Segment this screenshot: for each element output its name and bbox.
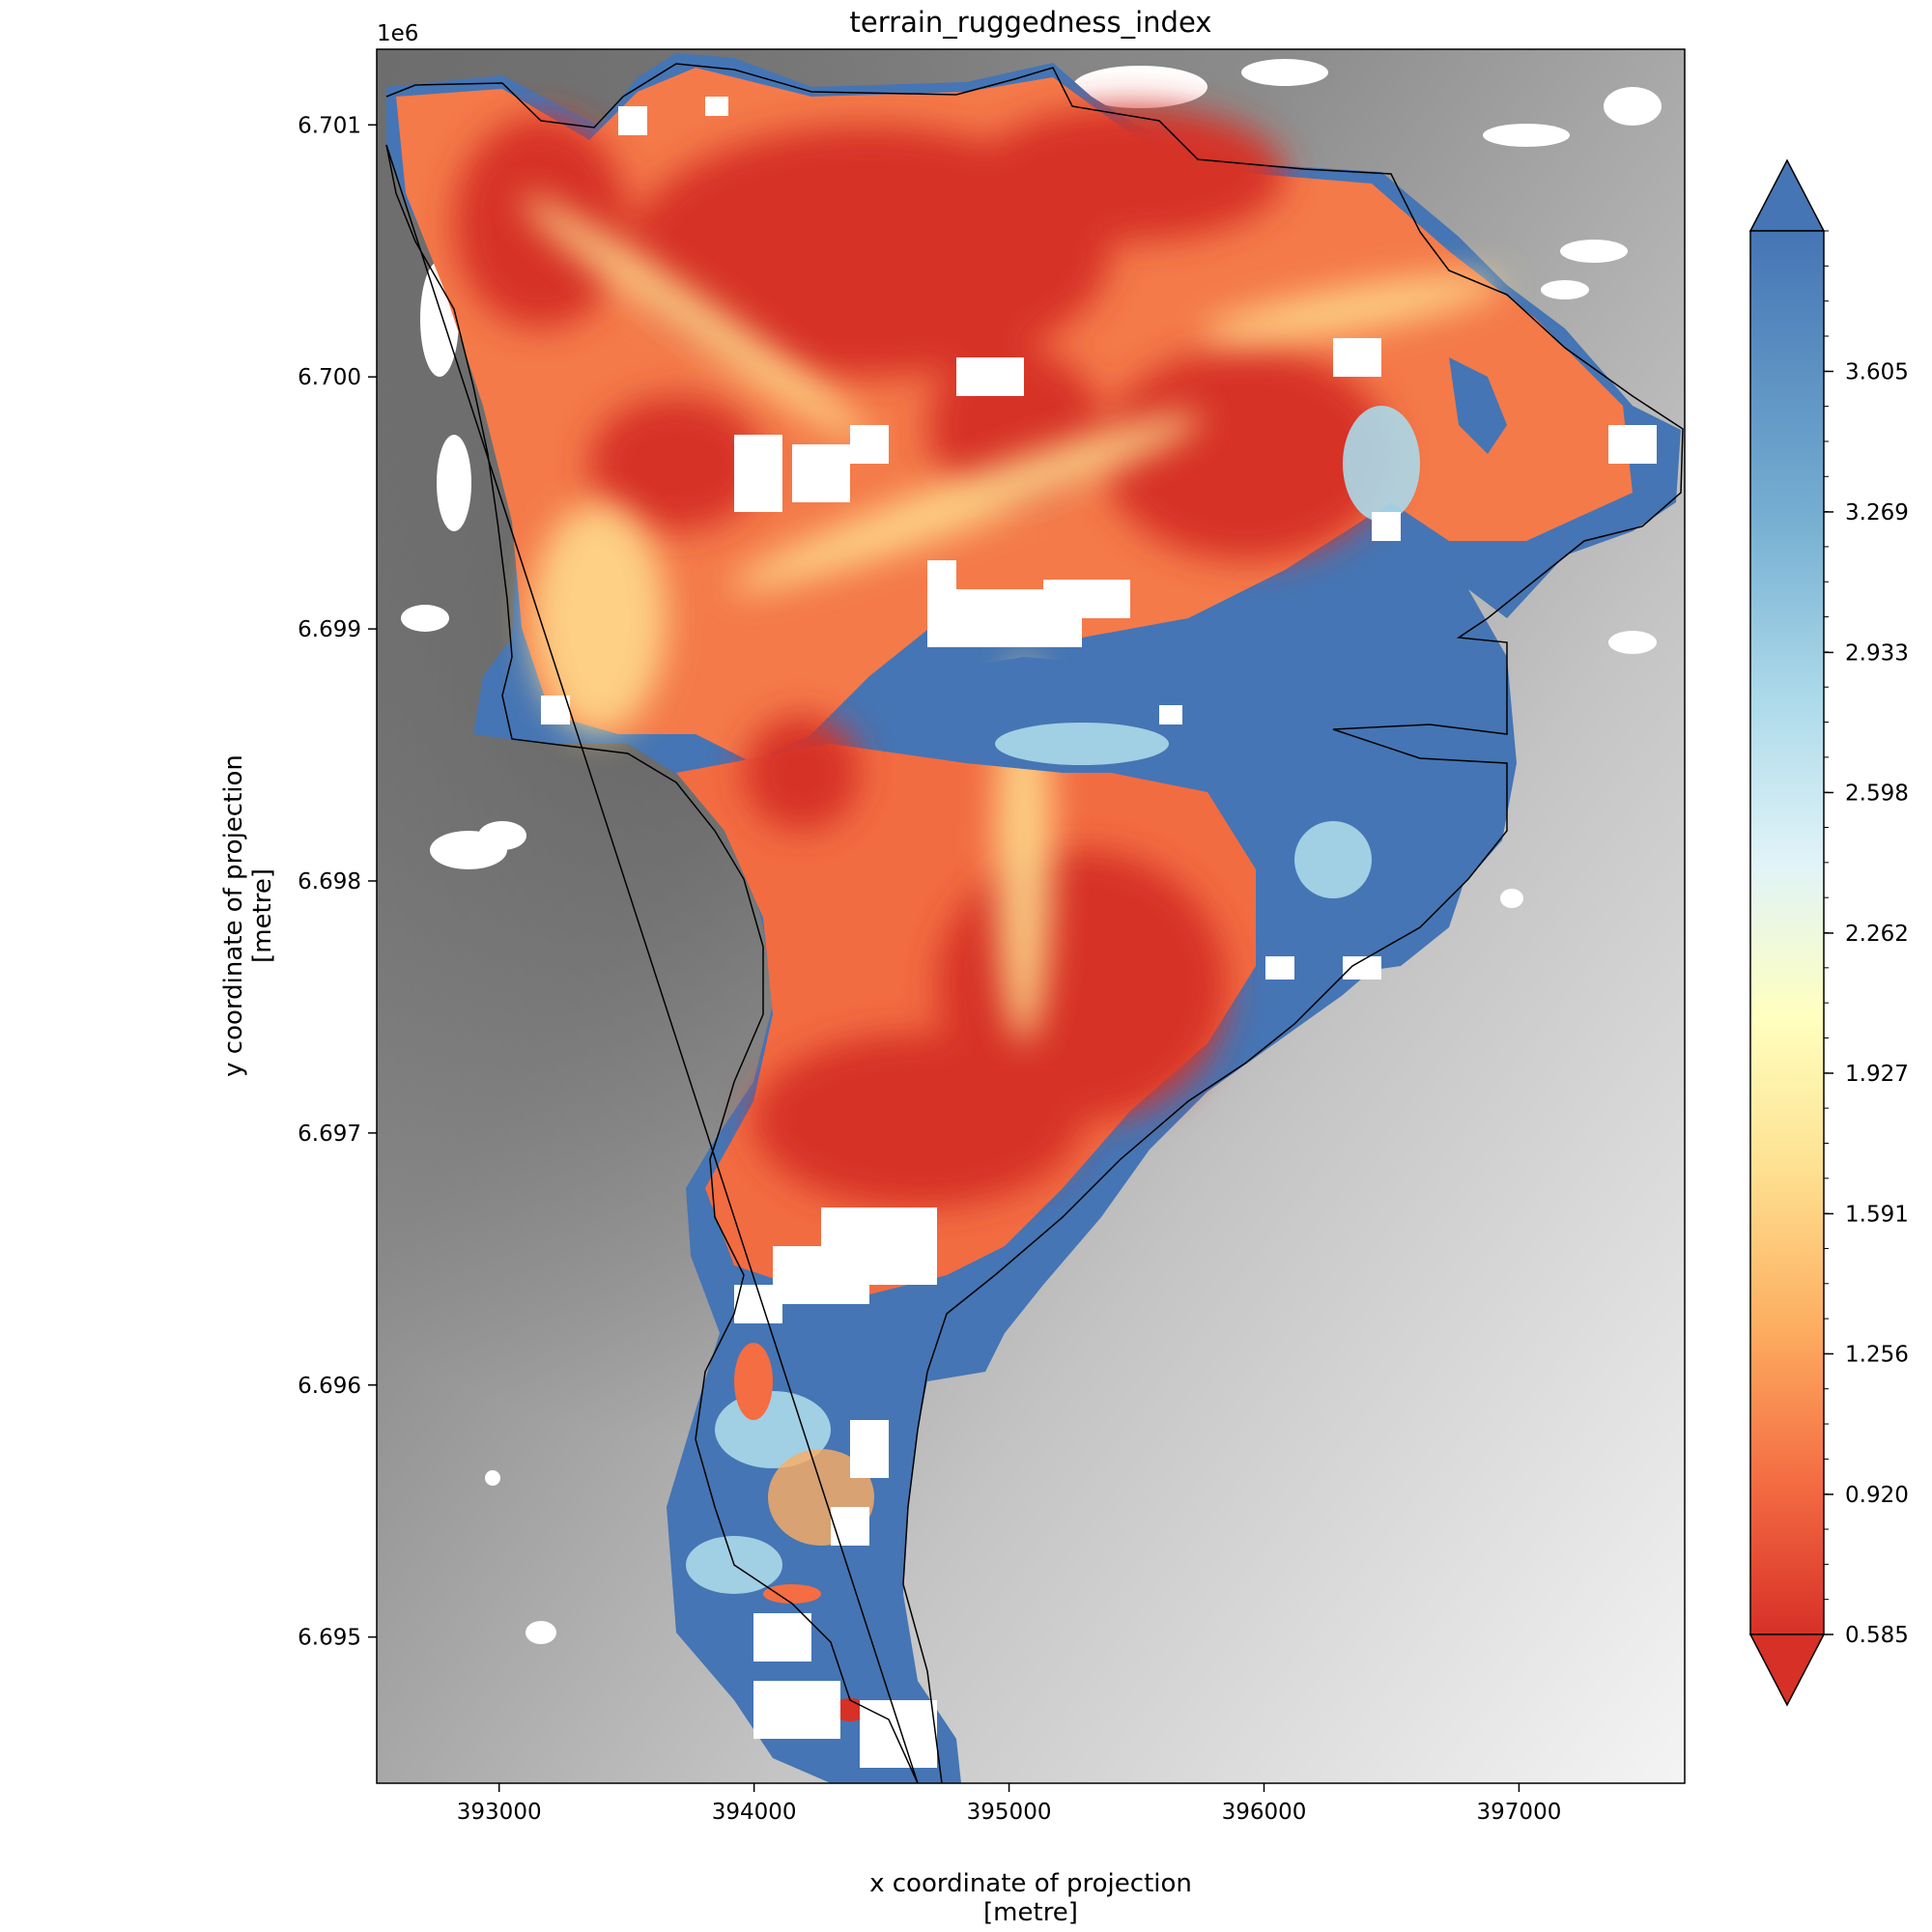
colorbar-under-triangle [1748,1634,1826,1707]
colorbar-over-triangle [1748,158,1826,232]
colorbar: 0.585 0.920 1.256 1.591 1.927 2.262 2.598 2.933… [1748,158,1909,1707]
chart-title: terrain_ruggedness_index [850,6,1212,39]
raster-nodata-blocks [541,97,1657,1768]
colorbar-tick-label: 1.256 [1845,1342,1909,1367]
colorbar-tick-label: 3.269 [1845,500,1909,526]
y-tick-label: 6.695 [298,1626,361,1651]
x-axis: 393000 394000 395000 396000 397000 [457,1783,1562,1825]
x-tick-label: 397000 [1477,1800,1562,1825]
x-tick-label: 396000 [1222,1800,1307,1825]
y-offset-text: 1e6 [377,21,418,46]
y-tick-label: 6.699 [298,617,361,642]
x-tick-label: 395000 [967,1800,1052,1825]
plot-frame [376,48,1686,1784]
y-tick-label: 6.700 [298,365,361,390]
y-tick-label: 6.698 [298,869,361,895]
colorbar-ticks: 0.585 0.920 1.256 1.591 1.927 2.262 2.598 2.933… [1824,230,1909,1648]
y-axis: 6.695 6.696 6.697 6.698 6.699 6.700 6.701 [298,113,377,1651]
colorbar-tick-label: 0.920 [1845,1483,1909,1508]
axis-label-line: y coordinate of projection [219,754,248,1077]
y-tick-label: 6.696 [298,1374,361,1399]
x-axis-label: x coordinate of projection [metre] [869,1869,1192,1927]
colorbar-tick-label: 1.927 [1845,1062,1909,1087]
colorbar-tick-label: 2.933 [1845,640,1909,666]
colorbar-tick-label: 2.262 [1845,922,1909,947]
colorbar-tick-label: 1.591 [1845,1202,1909,1227]
glacier-outline [385,63,1684,1783]
raster-field [386,53,1681,1783]
colorbar-body [1749,230,1825,1635]
colorbar-tick-label: 3.605 [1845,359,1909,384]
colorbar-tick-label: 2.598 [1845,781,1909,806]
axis-label-line: [metre] [983,1898,1078,1927]
axis-label-line: x coordinate of projection [869,1869,1192,1898]
nodata-patches [401,59,1662,1644]
colorbar-tick-label: 0.585 [1845,1623,1909,1648]
y-tick-label: 6.701 [298,113,361,138]
x-tick-label: 394000 [712,1800,797,1825]
y-axis-label: y coordinate of projection[metre] [219,754,277,1077]
axis-label-line: [metre] [248,868,277,963]
x-tick-label: 393000 [457,1800,542,1825]
plot-area [377,49,1685,1783]
y-tick-label: 6.697 [298,1122,361,1147]
